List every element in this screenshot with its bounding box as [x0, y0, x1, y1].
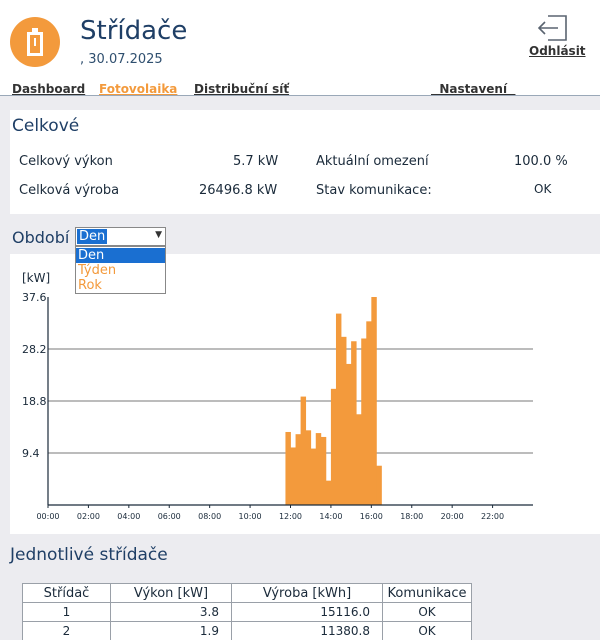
chart-bar: [371, 297, 377, 505]
tab-distribucni-sit[interactable]: Distribuční síť: [194, 82, 290, 96]
cell-comm: OK: [382, 621, 472, 640]
logout-link[interactable]: Odhlásit: [529, 44, 586, 58]
chart-bar: [310, 448, 317, 505]
chart-svg: [kW] 37.6 28.2 18.8 9.4 00:00 02:00 04:00 06:0…: [22, 271, 533, 521]
chart-ylabel: [kW]: [22, 271, 50, 285]
app-logo: [10, 17, 60, 67]
chart-xtick-label: 14:00: [319, 512, 342, 521]
app-header: Střídače , 30.07.2025 Odhlásit: [0, 0, 600, 80]
chart-bar: [325, 480, 332, 505]
chart-bar: [305, 430, 312, 505]
col-vyroba: Výroba [kWh]: [231, 583, 383, 603]
summary-title: Celkové: [12, 116, 80, 136]
chevron-down-icon[interactable]: ▼: [155, 230, 162, 240]
table-row: 2 1.9 11380.8 OK: [22, 621, 472, 640]
period-option-tyden[interactable]: Týden: [78, 263, 117, 278]
total-power-label: Celkový výkon: [19, 154, 113, 169]
chart-bar: [376, 465, 382, 505]
period-label: Období: [12, 228, 70, 247]
chart-bar: [320, 436, 327, 505]
chart-xtick-label: 04:00: [117, 512, 140, 521]
logout-icon[interactable]: [536, 14, 570, 42]
table-row: 1 3.8 15116.0 OK: [22, 602, 472, 622]
tab-fotovolaika[interactable]: Fotovolaika: [99, 82, 178, 96]
chart-bar: [300, 396, 307, 505]
col-stridac: Střídač: [22, 583, 111, 603]
chart-bar: [315, 433, 322, 505]
chart-bar: [361, 338, 367, 505]
cell-power: 1.9: [110, 621, 232, 640]
chart-xtick-label: 10:00: [239, 512, 262, 521]
cell-production: 15116.0: [231, 602, 383, 622]
chart-bar: [346, 363, 352, 505]
cell-id: 2: [22, 621, 111, 640]
table-header-row: Střídač Výkon [kW] Výroba [kWh] Komunika…: [22, 583, 472, 603]
tab-nastaveni[interactable]: Nastavení: [431, 82, 516, 96]
cell-comm: OK: [382, 602, 472, 622]
inverters-title: Jednotlivé střídače: [10, 545, 168, 565]
chart-bar: [366, 321, 372, 505]
page-date: , 30.07.2025: [80, 52, 163, 67]
chart-ytick-label: 28.2: [22, 343, 47, 356]
current-limit-value: 100.0 %: [514, 154, 568, 169]
period-option-den[interactable]: Den: [76, 248, 165, 263]
chart-xtick-label: 06:00: [158, 512, 181, 521]
chart-bar: [356, 414, 362, 505]
chart-bar: [330, 388, 337, 505]
cell-power: 3.8: [110, 602, 232, 622]
total-production-label: Celková výroba: [19, 183, 120, 198]
total-power-value: 5.7 kW: [233, 154, 279, 169]
cell-production: 11380.8: [231, 621, 383, 640]
chart-ytick-label: 9.4: [22, 447, 40, 460]
current-limit-label: Aktuální omezení: [316, 154, 429, 169]
chart-bar: [335, 313, 342, 505]
page-title: Střídače: [80, 16, 188, 46]
chart-xtick-label: 02:00: [77, 512, 100, 521]
inverters-table: Střídač Výkon [kW] Výroba [kWh] Komunika…: [22, 583, 472, 640]
summary-card: Celkové Celkový výkon 5.7 kW Aktuální om…: [10, 110, 600, 214]
chart-bar: [290, 447, 296, 505]
comm-state-label: Stav komunikace:: [316, 183, 432, 198]
period-select[interactable]: Den ▼: [75, 227, 166, 246]
chart-xtick-label: 12:00: [279, 512, 302, 521]
battery-icon: [27, 28, 43, 56]
chart-bar: [295, 434, 302, 505]
chart-xtick-label: 16:00: [360, 512, 383, 521]
period-dropdown: Den Týden Rok: [75, 246, 166, 294]
chart-ytick-label: 18.8: [22, 395, 47, 408]
chart-xtick-label: 00:00: [36, 512, 59, 521]
chart-xtick-label: 18:00: [400, 512, 423, 521]
comm-state-value: OK: [534, 182, 552, 196]
total-production-value: 26496.8 kW: [199, 183, 278, 198]
cell-id: 1: [22, 602, 111, 622]
chart-bar: [285, 431, 291, 505]
period-select-value: Den: [77, 229, 108, 244]
chart-xtick-label: 22:00: [481, 512, 504, 521]
col-komunikace: Komunikace: [382, 583, 472, 603]
col-vykon: Výkon [kW]: [110, 583, 232, 603]
chart-bar: [351, 341, 357, 505]
production-chart: [kW] 37.6 28.2 18.8 9.4 00:00 02:00 04:00 06:0…: [10, 254, 600, 534]
chart-xtick-label: 08:00: [198, 512, 221, 521]
main-nav: Dashboard Fotovolaika Distribuční síť Na…: [0, 80, 600, 96]
chart-ytick-label: 37.6: [22, 291, 47, 304]
tab-dashboard[interactable]: Dashboard: [12, 82, 86, 96]
chart-xtick-label: 20:00: [441, 512, 464, 521]
period-option-rok[interactable]: Rok: [78, 278, 102, 293]
chart-bar: [341, 336, 347, 505]
